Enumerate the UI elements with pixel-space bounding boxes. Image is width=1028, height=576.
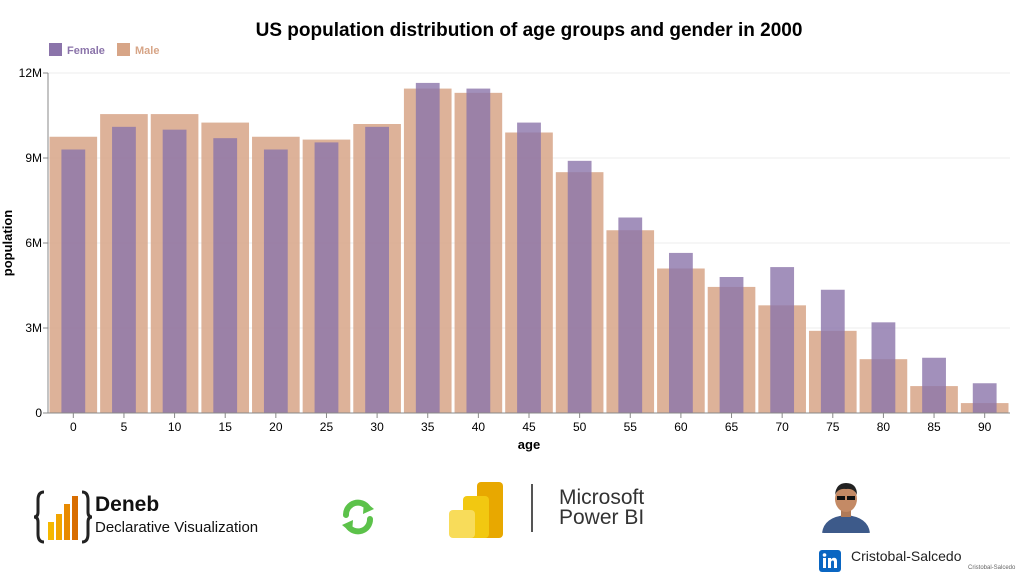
divider — [531, 484, 533, 532]
female-bar — [618, 217, 643, 413]
female-bar — [770, 267, 795, 413]
y-axis-title: population — [0, 210, 15, 276]
female-bar — [972, 383, 997, 413]
power-bi-wordmark: Microsoft Power BI — [559, 486, 645, 529]
x-tick-label: 70 — [775, 420, 789, 434]
powerbi-line1: Microsoft — [559, 486, 645, 509]
y-tick-label: 12M — [19, 66, 42, 80]
deneb-logo-icon — [34, 490, 92, 544]
x-tick-label: 30 — [370, 420, 384, 434]
x-tick-label: 90 — [978, 420, 992, 434]
linkedin-icon[interactable] — [819, 550, 841, 572]
x-tick-label: 15 — [219, 420, 233, 434]
female-bar — [61, 149, 86, 413]
x-tick-label: 40 — [472, 420, 486, 434]
x-axis-title: age — [518, 437, 540, 452]
x-tick-label: 55 — [624, 420, 638, 434]
female-bar — [922, 357, 946, 413]
y-tick-label: 9M — [25, 151, 42, 165]
x-tick-label: 75 — [826, 420, 840, 434]
legend: Female Male — [49, 43, 159, 57]
female-series — [61, 82, 997, 414]
x-tick-label: 80 — [877, 420, 891, 434]
legend-swatch — [117, 43, 130, 56]
x-tick-label: 0 — [70, 420, 77, 434]
bar-chart: US population distribution of age groups… — [0, 20, 1010, 452]
legend-label: Male — [135, 45, 159, 57]
y-tick-label: 3M — [25, 321, 42, 335]
chart-title: US population distribution of age groups… — [256, 20, 803, 41]
y-tick-label: 6M — [25, 236, 42, 250]
female-bar — [517, 122, 541, 413]
x-tick-label: 85 — [927, 420, 941, 434]
female-bar — [567, 160, 592, 413]
deneb-subtitle: Declarative Visualization — [95, 519, 259, 536]
legend-swatch — [49, 43, 62, 56]
female-bar — [263, 149, 288, 413]
x-tick-label: 60 — [674, 420, 688, 434]
axes: 0 3M 6M 9M 12M 0 5 10 15 20 25 30 35 40 45 50 55 60 65 70 75… — [19, 66, 1010, 434]
watermark: Cristobal-Salcedo — [968, 565, 1016, 571]
x-tick-label: 25 — [320, 420, 334, 434]
deneb-title: Deneb — [95, 493, 160, 516]
x-tick-label: 65 — [725, 420, 739, 434]
female-bar — [719, 277, 744, 413]
x-tick-label: 50 — [573, 420, 587, 434]
refresh-icon — [342, 499, 374, 535]
female-bar — [162, 129, 187, 413]
female-bar — [871, 322, 896, 413]
female-bar — [112, 126, 136, 413]
power-bi-logo-icon — [449, 482, 503, 538]
female-bar — [415, 82, 440, 414]
powerbi-line2: Power BI — [559, 506, 645, 529]
linkedin-name[interactable]: Cristobal-Salcedo — [851, 548, 962, 564]
female-bar — [466, 88, 491, 413]
female-bar — [365, 126, 390, 413]
x-tick-label: 45 — [522, 420, 536, 434]
female-bar — [314, 142, 339, 413]
female-bar — [820, 289, 845, 413]
x-tick-label: 35 — [421, 420, 435, 434]
y-tick-label: 0 — [35, 406, 42, 420]
x-tick-label: 10 — [168, 420, 182, 434]
legend-label: Female — [67, 45, 105, 57]
female-bar — [213, 138, 238, 413]
x-tick-label: 20 — [269, 420, 283, 434]
x-tick-label: 5 — [121, 420, 128, 434]
avatar — [818, 477, 874, 533]
female-bar — [668, 252, 693, 413]
